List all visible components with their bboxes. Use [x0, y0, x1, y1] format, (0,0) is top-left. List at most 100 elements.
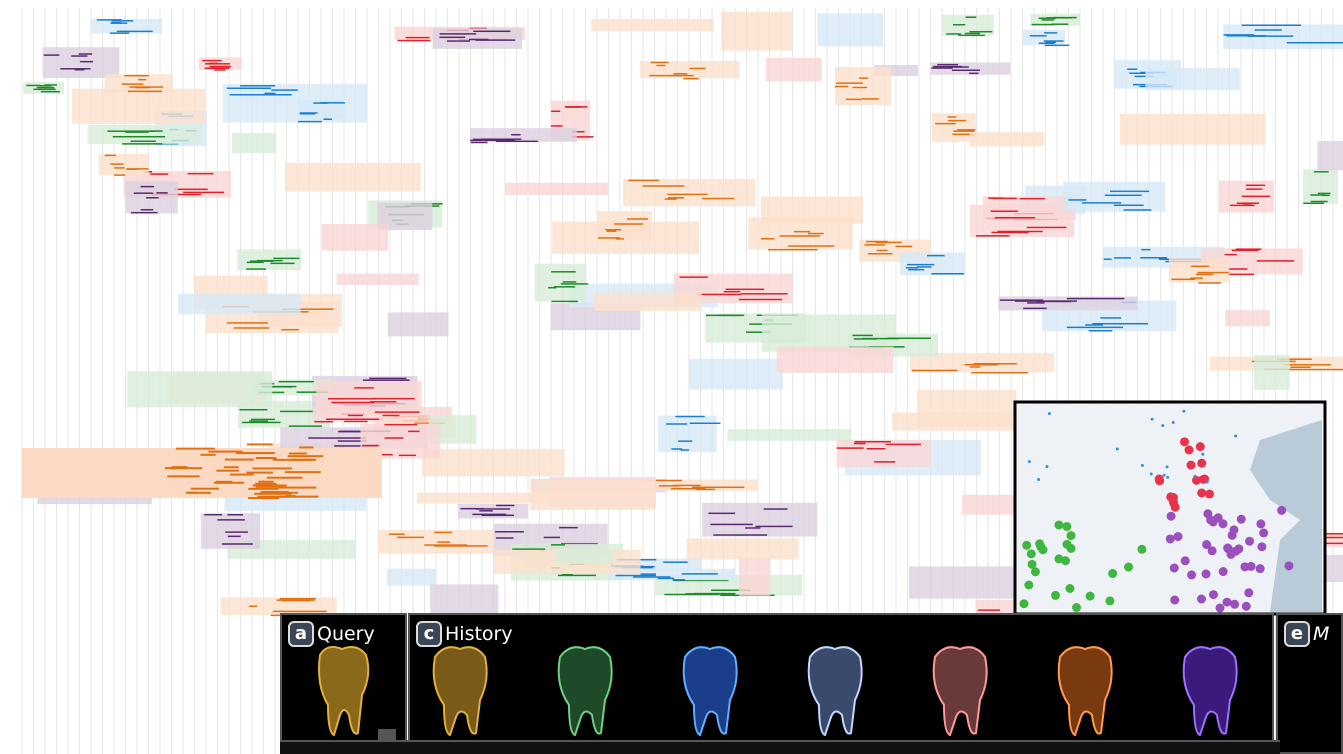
group-band	[430, 584, 498, 613]
entity-strand	[252, 467, 291, 469]
entity-strand	[726, 289, 765, 291]
entity-strand	[708, 513, 735, 515]
map-dot	[1197, 488, 1206, 497]
entity-strand	[976, 235, 1010, 237]
group-band	[1145, 68, 1239, 90]
entity-strand	[643, 185, 685, 187]
entity-strand	[933, 66, 962, 68]
entity-strand	[280, 411, 316, 413]
entity-strand	[1257, 260, 1294, 262]
entity-strand	[1044, 32, 1057, 34]
entity-strand	[966, 16, 977, 18]
entity-strand	[658, 578, 674, 580]
entity-strand	[369, 378, 406, 380]
entity-strand	[251, 419, 275, 421]
map-dot	[1186, 461, 1195, 470]
group-band	[387, 569, 436, 586]
entity-strand	[257, 260, 283, 262]
entity-strand	[247, 472, 273, 474]
entity-strand	[1232, 250, 1259, 252]
entity-strand	[114, 174, 125, 176]
group-band	[1225, 310, 1270, 326]
entity-strand	[663, 561, 687, 563]
entity-strand	[1085, 324, 1103, 326]
entity-strand	[254, 493, 292, 495]
entity-strand	[247, 443, 273, 445]
entity-strand	[300, 113, 316, 115]
entity-strand	[614, 223, 643, 225]
entity-strand	[1041, 19, 1054, 21]
map-dot	[1166, 476, 1169, 479]
map-dot	[1072, 603, 1081, 612]
entity-strand	[113, 136, 165, 138]
map-dot	[1201, 453, 1204, 456]
entity-strand	[837, 447, 864, 449]
map-dot	[1174, 532, 1183, 541]
entity-strand	[473, 31, 510, 33]
entity-strand	[225, 531, 248, 533]
group-band	[969, 132, 1044, 146]
entity-strand	[605, 229, 621, 231]
entity-strand	[246, 268, 266, 270]
map-dot	[1257, 542, 1266, 551]
entity-strand	[249, 420, 268, 422]
entity-strand	[60, 68, 90, 70]
entity-strand	[258, 481, 273, 483]
entity-strand	[1242, 196, 1270, 198]
entity-strand	[558, 575, 596, 577]
group-band	[237, 249, 301, 270]
entity-strand	[167, 475, 199, 477]
map-dot	[1245, 537, 1254, 546]
map-dot	[1228, 531, 1237, 540]
entity-strand	[702, 198, 734, 200]
entity-strand	[230, 94, 292, 96]
entity-strand	[1198, 282, 1221, 284]
entity-strand	[354, 387, 374, 389]
entity-strand	[868, 253, 893, 255]
entity-strand	[281, 329, 299, 331]
entity-strand	[512, 548, 545, 550]
entity-strand	[328, 398, 377, 400]
entity-strand	[598, 237, 620, 239]
entity-strand	[937, 64, 958, 65]
map-dot	[1244, 588, 1253, 597]
entity-strand	[496, 141, 538, 143]
entity-strand	[141, 209, 154, 211]
entity-strand	[991, 210, 1018, 212]
entity-strand	[671, 488, 706, 490]
map-dot	[1202, 540, 1211, 549]
entity-strand	[228, 536, 241, 538]
entity-strand	[671, 448, 682, 450]
map-dot	[1193, 475, 1196, 478]
entity-strand	[877, 250, 888, 252]
entity-strand	[672, 579, 684, 581]
entity-strand	[117, 31, 153, 32]
entity-strand	[273, 611, 327, 613]
entity-strand	[971, 372, 1028, 374]
entity-strand	[978, 609, 1000, 611]
entity-strand	[323, 118, 332, 120]
entity-strand	[1314, 171, 1329, 173]
entity-strand	[1067, 327, 1123, 329]
entity-strand	[995, 217, 1035, 219]
entity-strand	[1044, 40, 1064, 42]
entity-strand	[991, 232, 1028, 234]
map-dot	[1196, 442, 1205, 451]
entity-strand	[1015, 300, 1077, 302]
entity-strand	[794, 231, 810, 233]
entity-strand	[561, 283, 589, 285]
entity-strand	[141, 186, 154, 188]
entity-strand	[970, 31, 993, 33]
entity-strand	[511, 134, 520, 136]
group-band	[378, 530, 494, 554]
entity-strand	[682, 573, 718, 575]
map-dot	[1181, 556, 1190, 565]
entity-strand	[768, 249, 818, 251]
entity-strand	[399, 455, 416, 457]
group-band	[232, 133, 276, 153]
group-band	[942, 15, 994, 36]
entity-strand	[37, 87, 55, 89]
